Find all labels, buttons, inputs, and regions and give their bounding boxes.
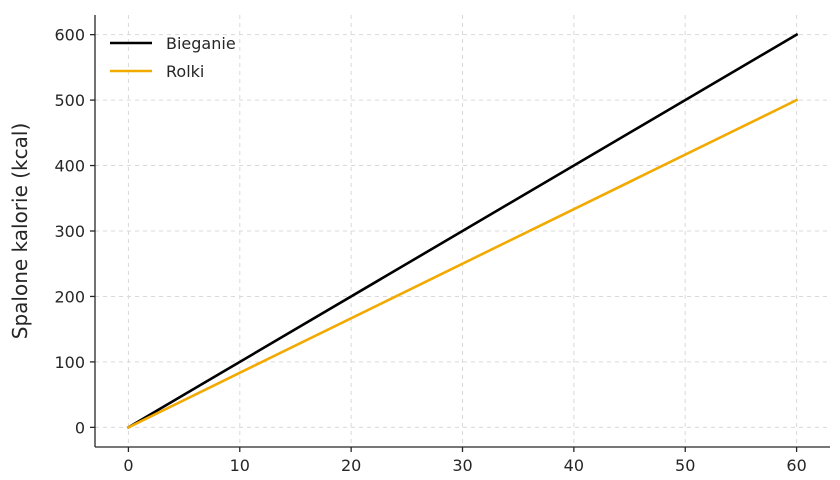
y-axis-ticks: 0 100 200 300 400 500 600 <box>54 26 95 437</box>
y-tick-label: 200 <box>54 287 85 306</box>
legend-label-bieganie: Bieganie <box>166 34 236 53</box>
x-tick-label: 30 <box>452 456 472 475</box>
x-axis-ticks: 0 10 20 30 40 50 60 <box>123 447 807 475</box>
y-tick-label: 100 <box>54 353 85 372</box>
series-lines <box>126 32 799 430</box>
legend-label-rolki: Rolki <box>166 62 204 81</box>
y-axis-title: Spalone kalorie (kcal) <box>8 123 32 340</box>
legend: Bieganie Rolki <box>110 34 236 81</box>
series-line-bieganie <box>126 32 799 430</box>
y-tick-label: 400 <box>54 157 85 176</box>
x-tick-label: 50 <box>675 456 695 475</box>
grid <box>95 15 830 447</box>
y-tick-label: 600 <box>54 26 85 45</box>
x-tick-label: 0 <box>123 456 133 475</box>
x-tick-label: 10 <box>230 456 250 475</box>
y-tick-label: 500 <box>54 91 85 110</box>
y-tick-label: 0 <box>75 418 85 437</box>
x-tick-label: 40 <box>564 456 584 475</box>
series-line-rolki <box>126 98 799 430</box>
x-tick-label: 60 <box>786 456 806 475</box>
x-tick-label: 20 <box>341 456 361 475</box>
y-tick-label: 300 <box>54 222 85 241</box>
